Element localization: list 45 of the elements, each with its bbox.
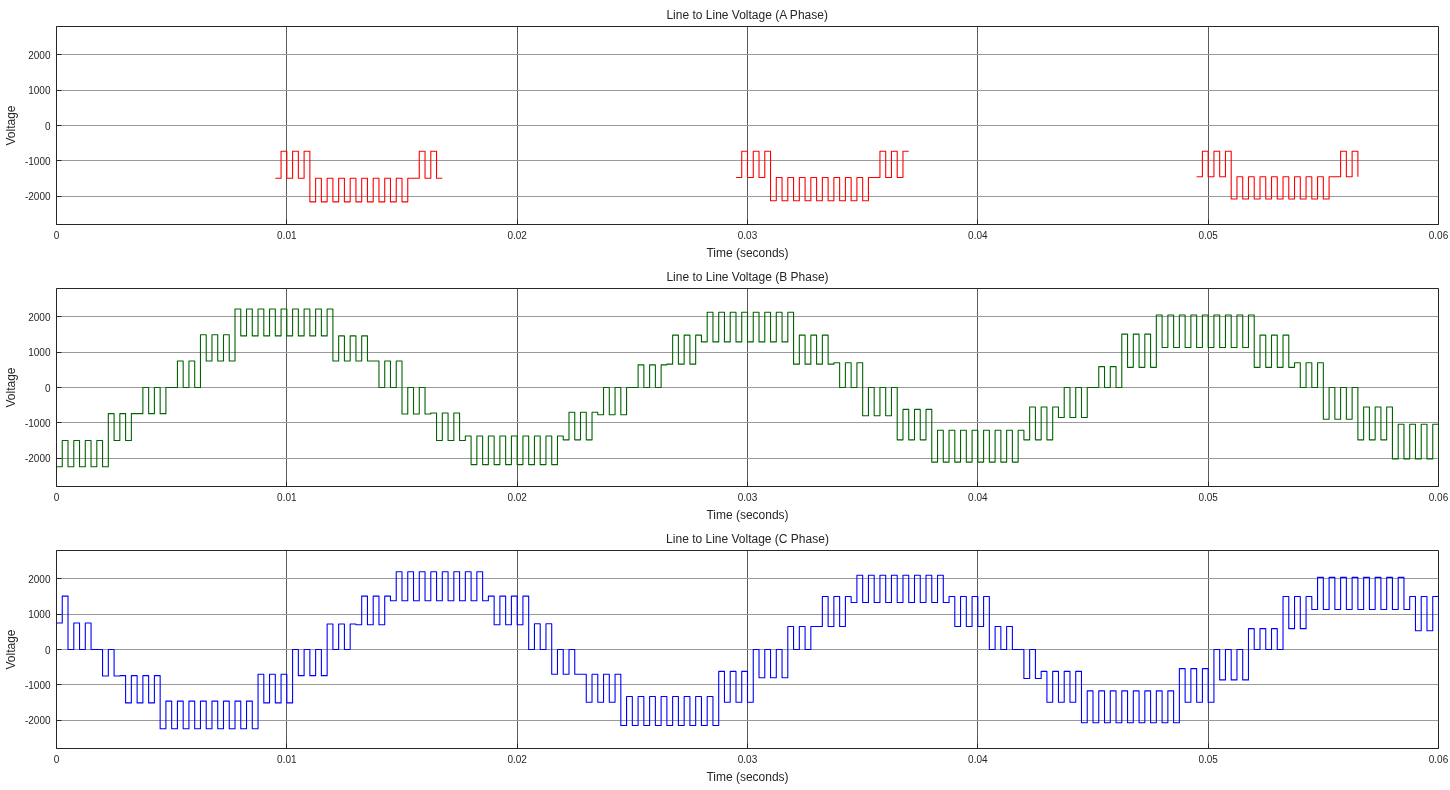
- x-axis-title: Time (seconds): [706, 245, 789, 260]
- y-axis-title: Voltage: [3, 367, 18, 408]
- y-axis-title: Voltage: [3, 105, 18, 146]
- chart-title: Line to Line Voltage (B Phase): [666, 269, 829, 284]
- x-tick-label: 0.04: [968, 229, 988, 241]
- chart-title: Line to Line Voltage (A Phase): [666, 7, 828, 22]
- y-tick-label: 0: [44, 382, 51, 394]
- x-tick-label: 0.05: [1198, 229, 1219, 241]
- x-tick-label: 0: [53, 753, 60, 765]
- x-tick-label: 0.01: [277, 753, 297, 765]
- x-tick-label: 0.05: [1198, 491, 1219, 503]
- y-axis-title: Voltage: [3, 629, 18, 670]
- y-tick-label: -1000: [24, 417, 51, 429]
- y-tick-label: 2000: [28, 311, 51, 323]
- y-tick-label: -1000: [24, 679, 51, 691]
- x-tick-label: 0.06: [1428, 491, 1449, 503]
- y-tick-label: 1000: [28, 347, 51, 359]
- x-axis-title: Time (seconds): [706, 507, 789, 522]
- y-tick-label: -2000: [24, 191, 51, 203]
- x-tick-label: 0.03: [737, 229, 758, 241]
- y-tick-label: -2000: [24, 453, 51, 465]
- y-tick-label: 2000: [28, 573, 51, 585]
- x-tick-label: 0.06: [1428, 229, 1449, 241]
- chart-title: Line to Line Voltage (C Phase): [666, 531, 829, 546]
- y-tick-label: 0: [44, 644, 51, 656]
- x-tick-label: 0.02: [507, 753, 528, 765]
- x-tick-label: 0.03: [737, 491, 758, 503]
- x-tick-label: 0.02: [507, 491, 528, 503]
- x-tick-label: 0.01: [277, 491, 297, 503]
- y-tick-label: -1000: [24, 155, 51, 167]
- x-axis-title: Time (seconds): [706, 769, 789, 784]
- x-tick-label: 0.01: [277, 229, 297, 241]
- x-tick-label: 0.03: [737, 753, 758, 765]
- x-tick-label: 0.02: [507, 229, 528, 241]
- y-tick-label: 0: [44, 120, 51, 132]
- y-tick-label: 2000: [28, 49, 51, 61]
- x-tick-label: 0.04: [968, 753, 988, 765]
- y-tick-label: 1000: [28, 85, 51, 97]
- y-tick-label: -2000: [24, 715, 51, 727]
- x-tick-label: 0: [53, 229, 60, 241]
- x-tick-label: 0.05: [1198, 753, 1219, 765]
- y-tick-label: 1000: [28, 609, 51, 621]
- x-tick-label: 0.04: [968, 491, 988, 503]
- x-tick-label: 0.06: [1428, 753, 1449, 765]
- x-tick-label: 0: [53, 491, 60, 503]
